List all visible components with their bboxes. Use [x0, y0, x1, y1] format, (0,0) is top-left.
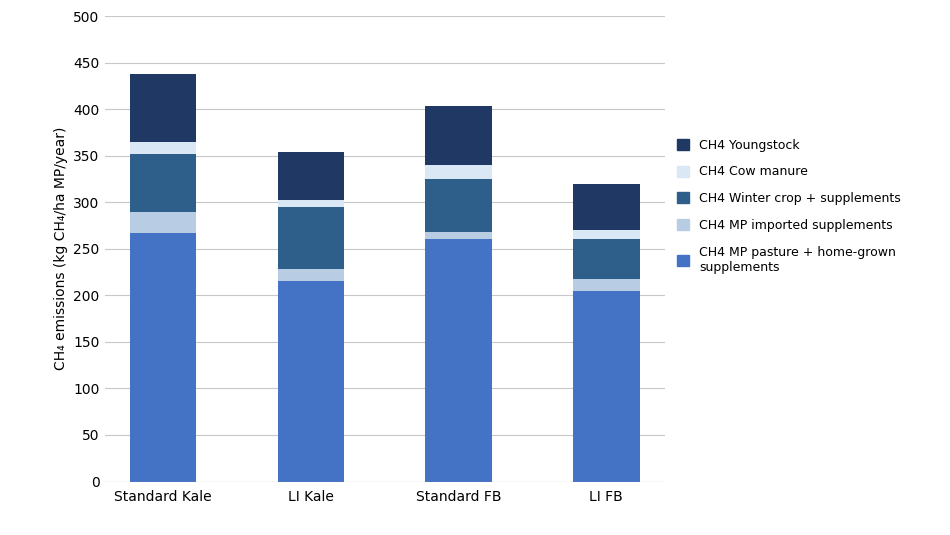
Bar — [277, 281, 344, 482]
Bar — [426, 165, 492, 179]
Bar — [130, 74, 197, 142]
Bar — [573, 184, 639, 230]
Legend: CH4 Youngstock, CH4 Cow manure, CH4 Winter crop + supplements, CH4 MP imported s: CH4 Youngstock, CH4 Cow manure, CH4 Wint… — [676, 139, 902, 274]
Bar — [426, 240, 492, 482]
Bar — [277, 207, 344, 269]
Y-axis label: CH₄ emissions (kg CH₄/ha MP/year): CH₄ emissions (kg CH₄/ha MP/year) — [54, 127, 67, 370]
Bar — [426, 106, 492, 165]
Bar — [277, 201, 344, 207]
Bar — [130, 233, 197, 482]
Bar — [130, 212, 197, 233]
Bar — [130, 154, 197, 212]
Bar — [573, 240, 639, 279]
Bar — [426, 179, 492, 232]
Bar — [426, 232, 492, 240]
Bar — [573, 291, 639, 482]
Bar — [130, 142, 197, 154]
Bar — [573, 279, 639, 291]
Bar — [277, 152, 344, 201]
Bar — [277, 269, 344, 281]
Bar — [573, 230, 639, 240]
